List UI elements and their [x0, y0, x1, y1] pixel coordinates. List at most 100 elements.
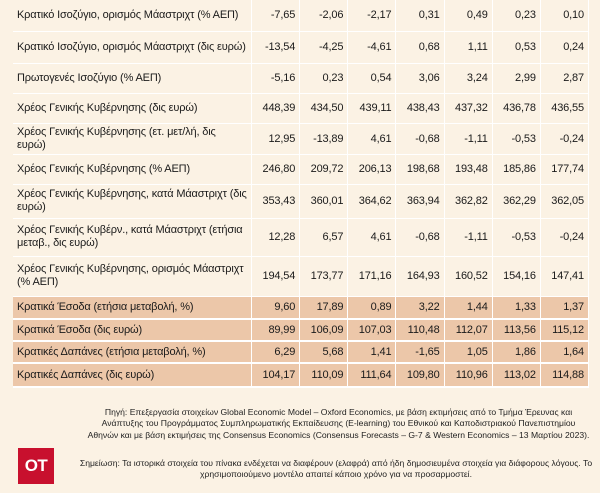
table-cell: 1,37 — [540, 296, 590, 320]
table-cell: 1,64 — [540, 341, 590, 364]
table-row: Κρατικά Έσοδα (ετήσια μεταβολή, %) 9,60 17… — [13, 296, 590, 320]
table-cell: 109,80 — [395, 363, 445, 388]
table-row: Χρέος Γενικής Κυβέρνησης (% ΑΕΠ) 246,80 20… — [13, 154, 590, 185]
table-cell: 4,61 — [347, 123, 397, 155]
table-row: Πρωτογενές Ισοζύγιο (% ΑΕΠ) -5,16 0,23 0,54… — [13, 63, 590, 94]
row-label: Χρέος Γενικής Κυβέρν., κατά Μάαστριχτ (ε… — [13, 218, 253, 257]
table-cell: 194,54 — [251, 256, 301, 297]
table-cell: 177,74 — [540, 154, 590, 185]
table-cell: -5,16 — [251, 63, 301, 94]
table-cell: -0,68 — [395, 218, 445, 257]
row-label: Χρέος Γενικής Κυβέρνησης (% ΑΕΠ) — [13, 154, 253, 185]
table-cell: 112,07 — [444, 319, 493, 342]
table-row: Χρέος Γενικής Κυβέρνησης, κατά Μάαστριχτ… — [13, 184, 590, 219]
table-cell: 362,05 — [540, 184, 590, 219]
table-cell: 110,96 — [444, 363, 493, 388]
row-label: Κρατικό Ισοζύγιο, ορισμός Μάαστριχτ (δις… — [13, 31, 253, 64]
table-row: Χρέος Γενικής Κυβέρνησης (ετ. μετ/λή, δι… — [13, 123, 590, 155]
table-cell: 110,09 — [299, 363, 349, 388]
table-cell: 363,94 — [395, 184, 445, 219]
table-cell: 154,16 — [492, 256, 541, 297]
table-cell: 353,43 — [251, 184, 301, 219]
table-cell: 0,89 — [347, 296, 397, 320]
table-cell: 4,61 — [347, 218, 397, 257]
remarks-note: Σημείωση: Τα ιστορικά στοιχεία του πίνακ… — [79, 458, 593, 480]
table-cell: 362,29 — [492, 184, 541, 219]
row-label: Κρατικό Ισοζύγιο, ορισμός Μάαστριχτ (% Α… — [13, 0, 253, 32]
table-cell: -2,06 — [299, 0, 349, 32]
row-label: Κρατικές Δαπάνες (δις ευρώ) — [13, 363, 253, 388]
table-cell: -7,65 — [251, 0, 301, 32]
table-cell: 1,44 — [444, 296, 493, 320]
table-cell: -0,53 — [492, 123, 541, 155]
table-cell: -4,61 — [347, 31, 397, 64]
table-cell: -1,11 — [444, 218, 493, 257]
row-label: Πρωτογενές Ισοζύγιο (% ΑΕΠ) — [13, 63, 253, 94]
table-cell: 448,39 — [251, 93, 301, 124]
fiscal-data-table: Κρατικό Ισοζύγιο, ορισμός Μάαστριχτ (% Α… — [13, 0, 590, 388]
table-cell: 364,62 — [347, 184, 397, 219]
table-cell: 164,93 — [395, 256, 445, 297]
table-cell: 438,43 — [395, 93, 445, 124]
table-cell: 106,09 — [299, 319, 349, 342]
table-cell: 437,32 — [444, 93, 493, 124]
table-cell: 104,17 — [251, 363, 301, 388]
table-cell: 2,87 — [540, 63, 590, 94]
table-cell: 1,41 — [347, 341, 397, 364]
table-cell: 3,06 — [395, 63, 445, 94]
table-cell: -1,65 — [395, 341, 445, 364]
table-cell: 0,31 — [395, 0, 445, 32]
table-cell: -0,24 — [540, 218, 590, 257]
table-cell: -1,11 — [444, 123, 493, 155]
table-cell: -13,54 — [251, 31, 301, 64]
table-row: Κρατικό Ισοζύγιο, ορισμός Μάαστριχτ (δις… — [13, 31, 590, 64]
table-cell: 0,54 — [347, 63, 397, 94]
table-cell: 436,78 — [492, 93, 541, 124]
table-cell: 9,60 — [251, 296, 301, 320]
table-cell: 1,33 — [492, 296, 541, 320]
table-row: Κρατικές Δαπάνες (ετήσια μεταβολή, %) 6,2… — [13, 341, 590, 364]
table-cell: 1,05 — [444, 341, 493, 364]
table-cell: 5,68 — [299, 341, 349, 364]
table-cell: 160,52 — [444, 256, 493, 297]
data-table: Κρατικό Ισοζύγιο, ορισμός Μάαστριχτ (% Α… — [13, 0, 590, 388]
table-cell: 198,68 — [395, 154, 445, 185]
table-cell: 113,56 — [492, 319, 541, 342]
table-row: Χρέος Γενικής Κυβέρν., κατά Μάαστριχτ (ε… — [13, 218, 590, 257]
table-cell: 0,23 — [299, 63, 349, 94]
table-cell: -0,53 — [492, 218, 541, 257]
table-cell: 147,41 — [540, 256, 590, 297]
table-cell: 114,88 — [540, 363, 590, 388]
table-cell: 0,68 — [395, 31, 445, 64]
table-cell: 173,77 — [299, 256, 349, 297]
table-cell: 113,02 — [492, 363, 541, 388]
table-cell: 6,29 — [251, 341, 301, 364]
table-cell: 193,48 — [444, 154, 493, 185]
table-cell: -0,68 — [395, 123, 445, 155]
source-note: Πηγή: Επεξεργασία στοιχείων Global Econo… — [87, 407, 590, 440]
table-cell: 110,48 — [395, 319, 445, 342]
table-cell: 17,89 — [299, 296, 349, 320]
row-label: Χρέος Γενικής Κυβέρνησης (δις ευρώ) — [13, 93, 253, 124]
table-cell: 6,57 — [299, 218, 349, 257]
table-row: Κρατικά Έσοδα (δις ευρώ) 89,99 106,09 107,0… — [13, 319, 590, 342]
row-label: Κρατικές Δαπάνες (ετήσια μεταβολή, %) — [13, 341, 253, 364]
table-row: Κρατικό Ισοζύγιο, ορισμός Μάαστριχτ (% Α… — [13, 0, 590, 32]
table-cell: 434,50 — [299, 93, 349, 124]
table-cell: 12,28 — [251, 218, 301, 257]
row-label: Κρατικά Έσοδα (ετήσια μεταβολή, %) — [13, 296, 253, 320]
table-cell: -4,25 — [299, 31, 349, 64]
table-row: Κρατικές Δαπάνες (δις ευρώ) 104,17 110,09 1… — [13, 363, 590, 388]
table-row: Χρέος Γενικής Κυβέρνησης, ορισμός Μάαστρ… — [13, 256, 590, 297]
table-cell: 89,99 — [251, 319, 301, 342]
table-cell: 0,24 — [540, 31, 590, 64]
table-cell: 362,82 — [444, 184, 493, 219]
table-cell: 1,11 — [444, 31, 493, 64]
table-cell: 439,11 — [347, 93, 397, 124]
table-body: Κρατικό Ισοζύγιο, ορισμός Μάαστριχτ (% Α… — [13, 0, 590, 388]
table-cell: 0,23 — [492, 0, 541, 32]
table-row: Χρέος Γενικής Κυβέρνησης (δις ευρώ) 448,3… — [13, 93, 590, 124]
table-cell: 2,99 — [492, 63, 541, 94]
table-cell: 246,80 — [251, 154, 301, 185]
table-cell: 115,12 — [540, 319, 590, 342]
